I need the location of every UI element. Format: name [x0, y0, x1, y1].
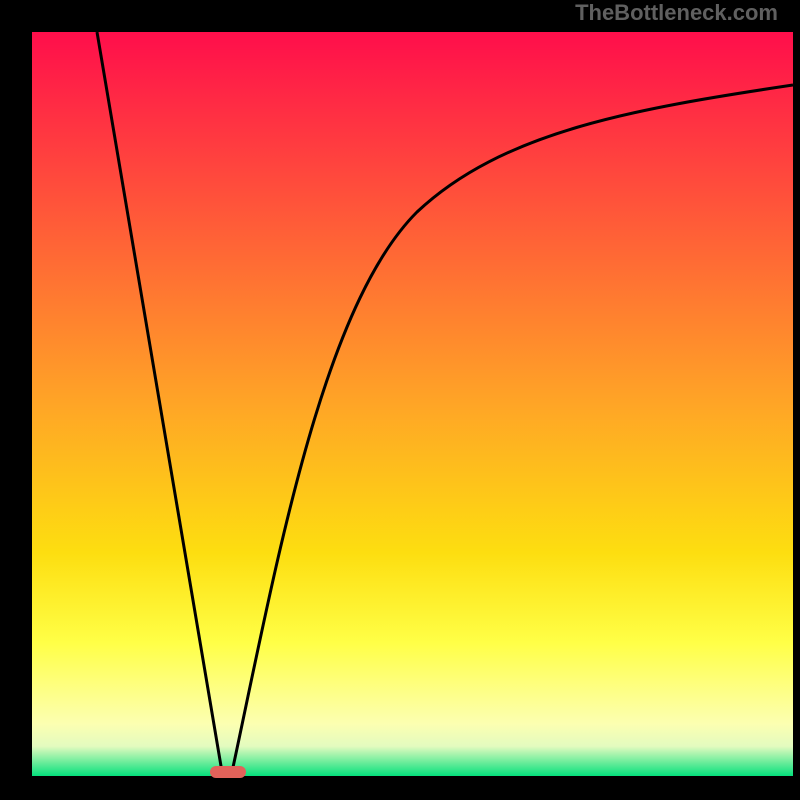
plot-area [32, 32, 793, 776]
bottleneck-marker [210, 766, 246, 778]
watermark-text: TheBottleneck.com [575, 0, 778, 26]
curve-right-segment [232, 85, 793, 772]
curve-left-segment [97, 32, 222, 772]
curve-overlay [32, 32, 793, 776]
